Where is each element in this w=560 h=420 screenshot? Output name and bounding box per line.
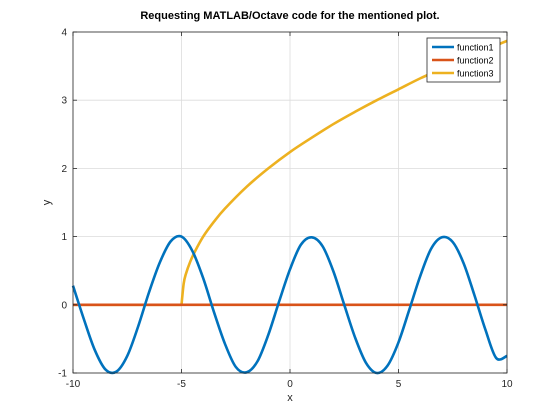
y-tick-label: 3 xyxy=(61,96,67,107)
x-axis-label: x xyxy=(287,392,293,404)
y-tick-label: 1 xyxy=(61,232,67,243)
x-tick-label: 10 xyxy=(501,379,513,390)
legend-label-function3: function3 xyxy=(457,69,494,79)
y-tick-label: 2 xyxy=(61,164,67,175)
y-tick-label: 4 xyxy=(61,28,67,39)
chart-title: Requesting MATLAB/Octave code for the me… xyxy=(140,10,439,22)
y-tick-label: -1 xyxy=(58,369,67,380)
legend-label-function1: function1 xyxy=(457,43,494,53)
x-tick-label: 0 xyxy=(287,379,293,390)
y-axis-label: y xyxy=(41,199,53,205)
y-tick-label: 0 xyxy=(61,300,67,311)
legend: function1 function2 function3 xyxy=(426,37,501,83)
x-tick-label: -10 xyxy=(66,379,81,390)
legend-label-function2: function2 xyxy=(457,56,494,66)
x-tick-label: -5 xyxy=(177,379,186,390)
x-tick-label: 5 xyxy=(396,379,402,390)
series-line-function1 xyxy=(71,234,508,375)
